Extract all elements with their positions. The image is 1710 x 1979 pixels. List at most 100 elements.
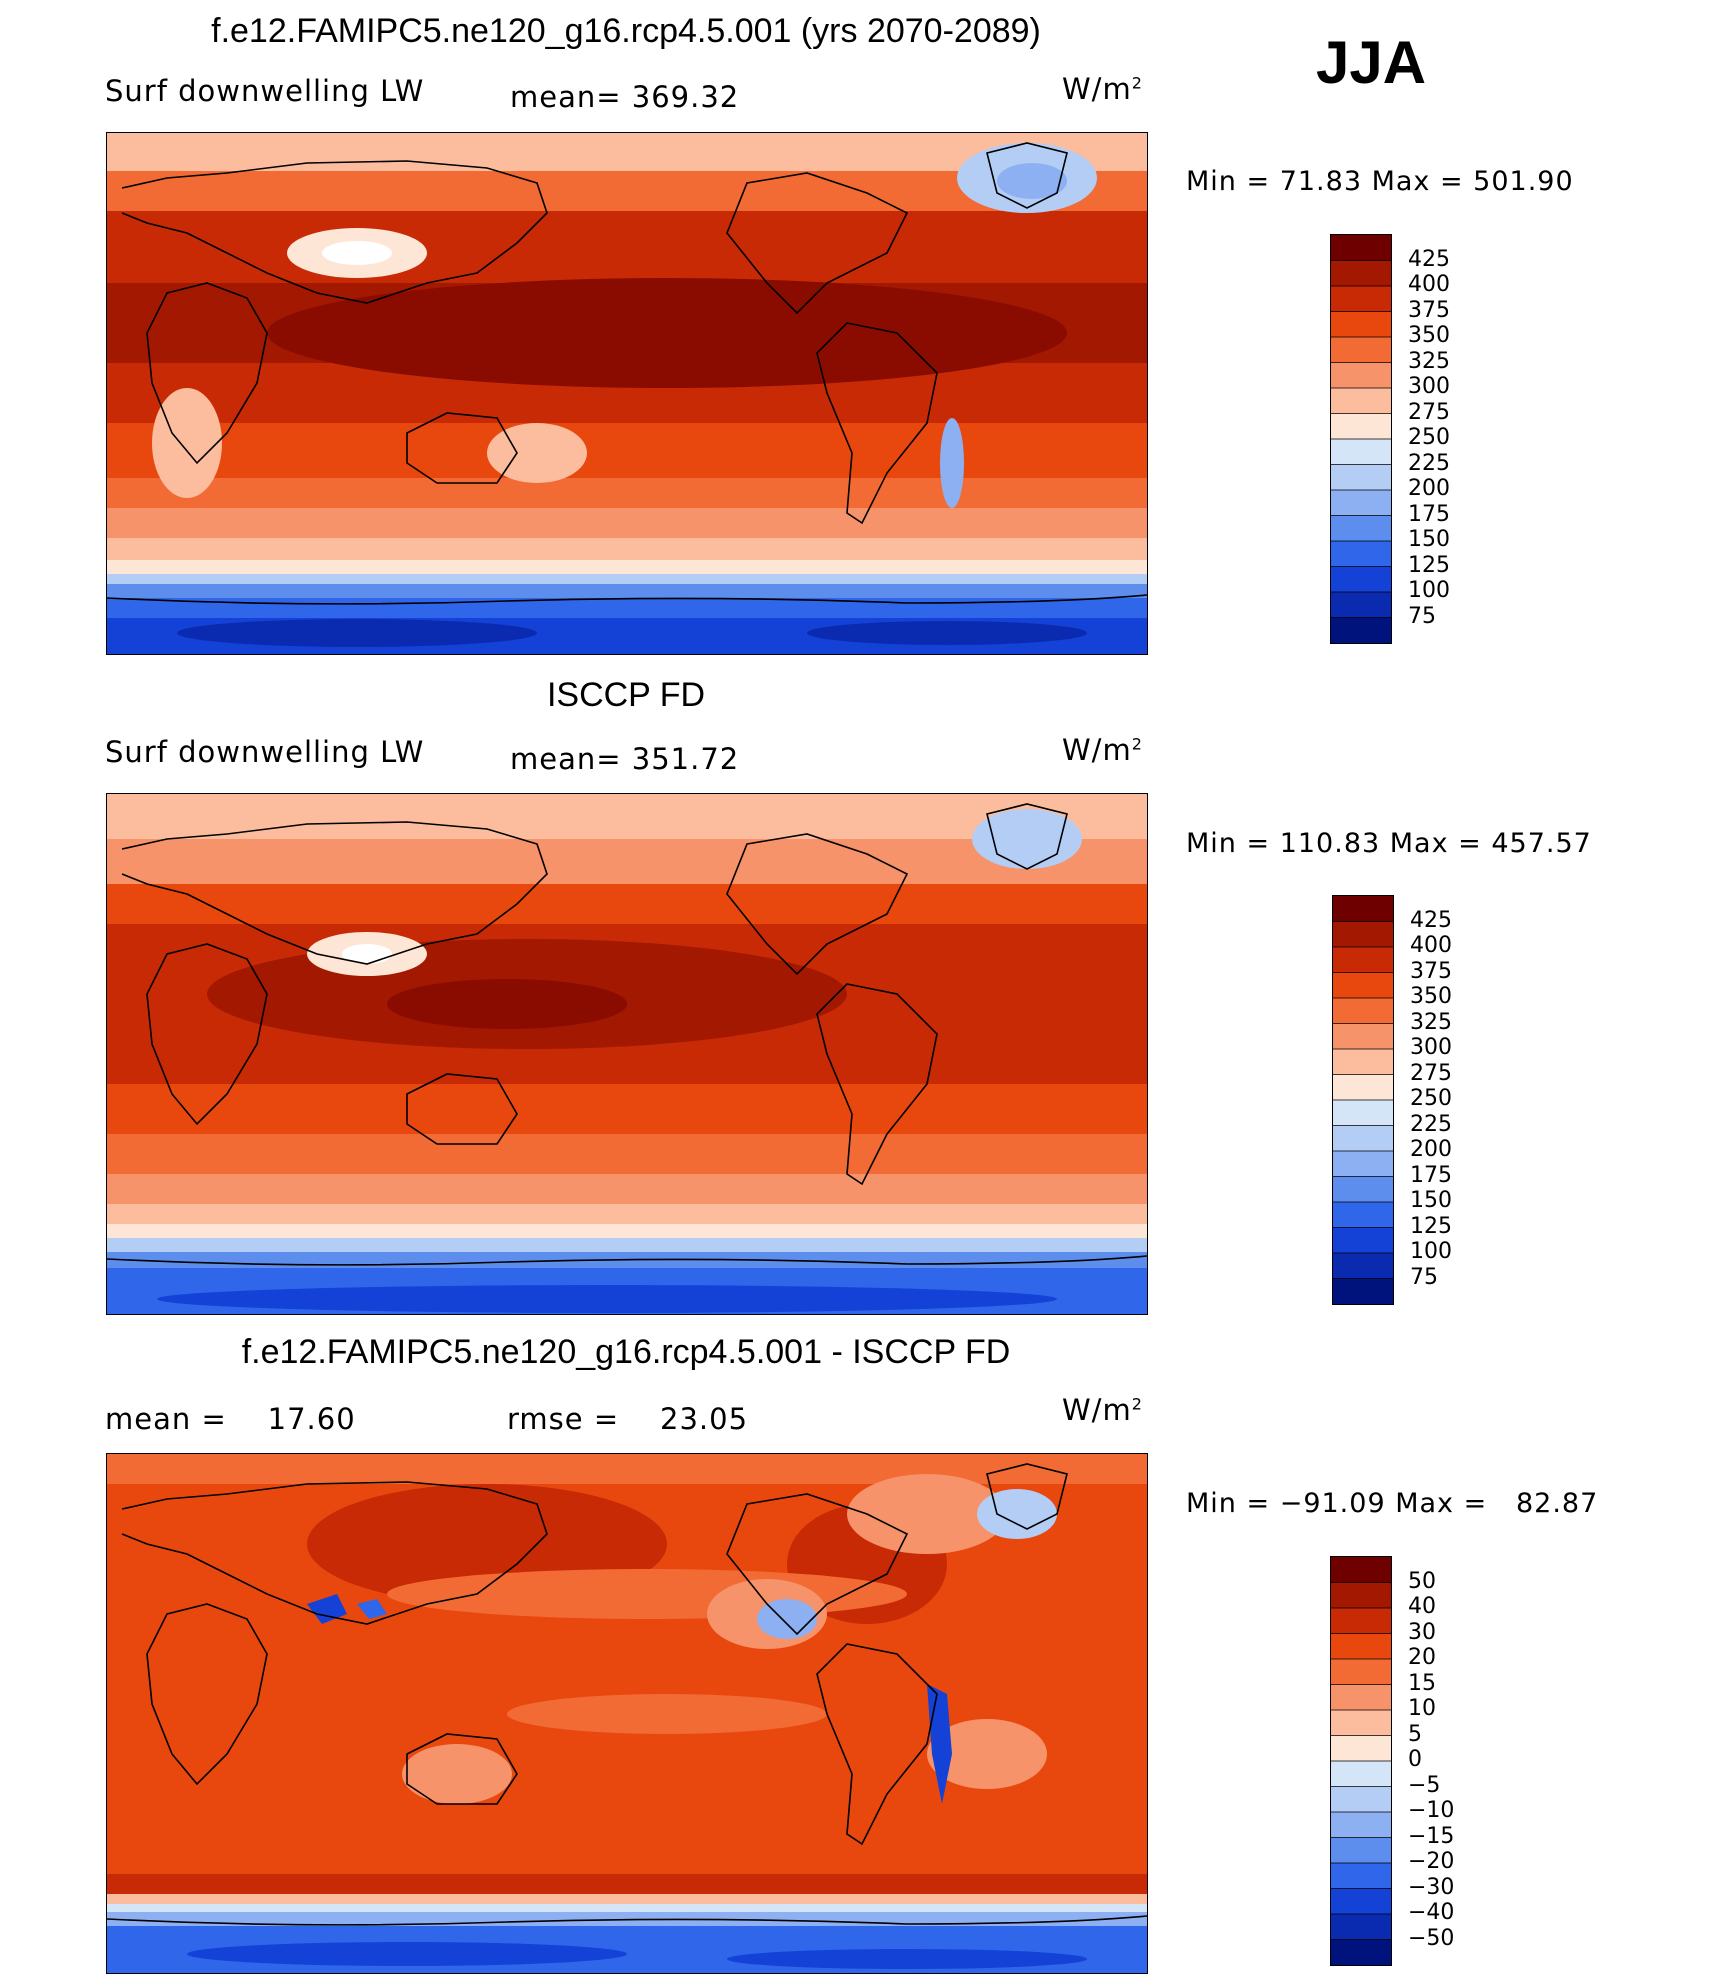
colorbar-swatch [1331, 1633, 1391, 1660]
panel-2-title: ISCCP FD [546, 676, 706, 714]
colorbar-tick: 50 [1408, 1569, 1436, 1594]
colorbar-swatch [1333, 947, 1393, 973]
colorbar-swatch [1333, 1253, 1393, 1279]
panel-2-colorbar-swatches [1333, 896, 1393, 1305]
colorbar-swatch [1331, 1939, 1391, 1966]
colorbar-tick: 175 [1408, 502, 1450, 527]
panel-3-title: f.e12.FAMIPC5.ne120_g16.rcp4.5.001 - ISC… [241, 1333, 1011, 1371]
panel-3-rmse-label: rmse = 23.05 [507, 1402, 749, 1436]
colorbar-tick: 40 [1408, 1594, 1436, 1619]
colorbar-swatch [1331, 1761, 1391, 1787]
colorbar-tick: 425 [1408, 247, 1450, 272]
panel-3-colorbar-swatches [1331, 1557, 1391, 1966]
colorbar-swatch [1331, 541, 1391, 567]
colorbar-swatch [1333, 1176, 1393, 1203]
colorbar-swatch [1331, 1837, 1391, 1864]
colorbar-tick: 400 [1410, 933, 1452, 958]
colorbar-tick: −20 [1408, 1849, 1455, 1874]
colorbar-swatch [1333, 998, 1393, 1024]
colorbar-swatch [1331, 388, 1391, 414]
panel-1-colorbar [1330, 234, 1392, 644]
colorbar-tick: 300 [1408, 374, 1450, 399]
panel-2-variable-label: Surf downwelling LW [105, 735, 425, 769]
colorbar-swatch [1331, 337, 1391, 363]
colorbar-swatch [1331, 1735, 1391, 1762]
colorbar-swatch [1331, 1557, 1391, 1583]
colorbar-tick: 375 [1410, 959, 1452, 984]
colorbar-swatch [1333, 1049, 1393, 1075]
colorbar-tick: −40 [1408, 1900, 1455, 1925]
colorbar-tick: 15 [1408, 1671, 1436, 1696]
panel-2-mean-label: mean= 351.72 [510, 742, 740, 776]
colorbar-swatch [1331, 617, 1391, 644]
panel-3-units-label: W/m2 [1062, 1393, 1143, 1427]
colorbar-tick: 225 [1408, 451, 1450, 476]
colorbar-swatch [1331, 592, 1391, 618]
colorbar-tick: 30 [1408, 1620, 1436, 1645]
colorbar-tick: 75 [1408, 604, 1436, 629]
panel-2-colorbar [1332, 895, 1394, 1305]
colorbar-swatch [1331, 566, 1391, 593]
colorbar-swatch [1333, 1202, 1393, 1228]
panel-2-units-label: W/m2 [1062, 733, 1143, 767]
colorbar-tick: 350 [1408, 323, 1450, 348]
panel-1-colorbar-swatches [1331, 235, 1391, 644]
colorbar-swatch [1331, 413, 1391, 440]
colorbar-swatch [1333, 1100, 1393, 1126]
colorbar-tick: 400 [1408, 272, 1450, 297]
colorbar-tick: 100 [1410, 1239, 1452, 1264]
colorbar-tick: −15 [1408, 1824, 1455, 1849]
panel-3-map-field [107, 1454, 1147, 1973]
colorbar-tick: 5 [1408, 1722, 1422, 1747]
colorbar-tick: 10 [1408, 1696, 1436, 1721]
colorbar-tick: 150 [1408, 527, 1450, 552]
season-label: JJA [1316, 29, 1427, 96]
colorbar-swatch [1331, 1863, 1391, 1889]
colorbar-swatch [1331, 1888, 1391, 1915]
colorbar-tick: 125 [1408, 553, 1450, 578]
colorbar-tick: 20 [1408, 1645, 1436, 1670]
colorbar-tick: 100 [1408, 578, 1450, 603]
panel-1-map-field [107, 133, 1147, 654]
panel-2-minmax: Min = 110.83 Max = 457.57 [1186, 828, 1592, 859]
colorbar-tick: 200 [1408, 476, 1450, 501]
panel-1-title: f.e12.FAMIPC5.ne120_g16.rcp4.5.001 (yrs … [211, 12, 1041, 50]
colorbar-swatch [1331, 1684, 1391, 1711]
colorbar-swatch [1333, 1227, 1393, 1254]
colorbar-tick: 300 [1410, 1035, 1452, 1060]
colorbar-swatch [1331, 1659, 1391, 1685]
colorbar-tick: 0 [1408, 1747, 1422, 1772]
panel-3-colorbar [1330, 1556, 1392, 1966]
colorbar-tick: −30 [1408, 1875, 1455, 1900]
panel-3-minmax: Min = −91.09 Max = 82.87 [1186, 1488, 1599, 1519]
colorbar-swatch [1331, 286, 1391, 312]
colorbar-tick: 75 [1410, 1265, 1438, 1290]
colorbar-swatch [1331, 1812, 1391, 1838]
panel-3-mean-label: mean = 17.60 [105, 1402, 356, 1436]
colorbar-tick: 225 [1410, 1112, 1452, 1137]
colorbar-swatch [1333, 972, 1393, 999]
panel-1-map [106, 132, 1148, 655]
colorbar-tick: −5 [1408, 1773, 1441, 1798]
colorbar-swatch [1333, 1151, 1393, 1177]
colorbar-tick: 175 [1410, 1163, 1452, 1188]
panel-3-map [106, 1453, 1148, 1974]
colorbar-swatch [1333, 1278, 1393, 1305]
colorbar-tick: 350 [1410, 984, 1452, 1009]
colorbar-tick: 250 [1410, 1086, 1452, 1111]
panel-1-units-label: W/m2 [1062, 72, 1143, 106]
panel-2-map-field [107, 794, 1147, 1314]
colorbar-tick: 150 [1410, 1188, 1452, 1213]
colorbar-tick: 200 [1410, 1137, 1452, 1162]
colorbar-swatch [1331, 515, 1391, 542]
colorbar-tick: 325 [1410, 1010, 1452, 1035]
colorbar-swatch [1333, 1074, 1393, 1101]
colorbar-swatch [1333, 1125, 1393, 1152]
panel-2-map [106, 793, 1148, 1315]
colorbar-swatch [1331, 311, 1391, 338]
panel-1-mean-label: mean= 369.32 [510, 80, 740, 114]
panel-1-minmax: Min = 71.83 Max = 501.90 [1186, 166, 1574, 197]
colorbar-swatch [1333, 896, 1393, 922]
colorbar-tick: 325 [1408, 349, 1450, 374]
colorbar-tick: 275 [1408, 400, 1450, 425]
